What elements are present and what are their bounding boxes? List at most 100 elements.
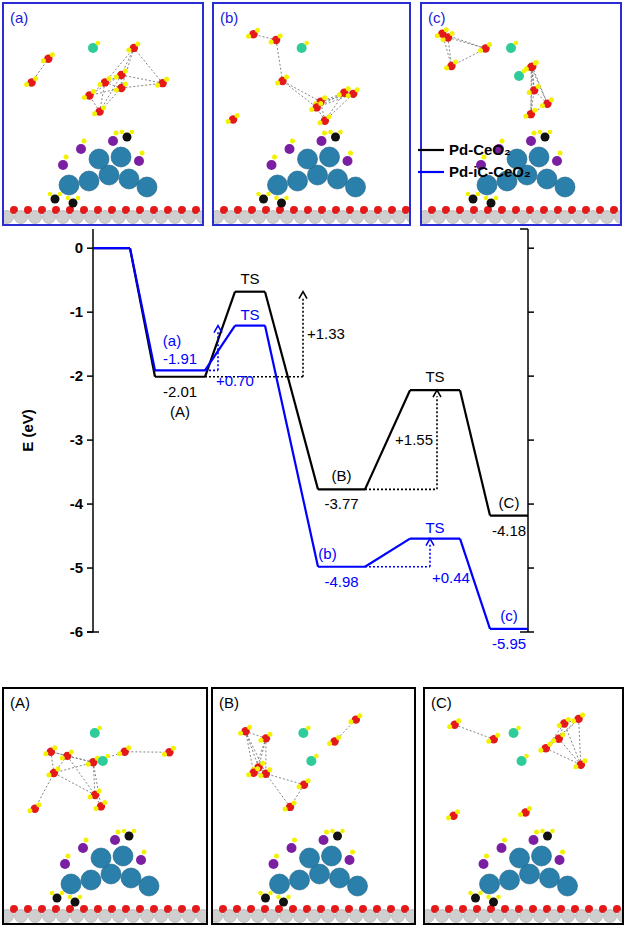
p-atom	[134, 156, 144, 166]
water-h	[571, 718, 576, 723]
water-h	[155, 83, 160, 88]
h-bond	[335, 720, 356, 742]
pd-atom	[139, 876, 159, 896]
plot-area	[93, 248, 528, 629]
water-h	[162, 752, 167, 757]
water-h	[447, 724, 452, 729]
water-h	[97, 82, 102, 87]
energy-level	[93, 247, 130, 249]
h-atom	[340, 829, 345, 834]
h-atom	[50, 891, 55, 896]
axis-end	[520, 631, 528, 633]
data-label: -4.18	[492, 522, 526, 539]
water-h	[86, 762, 91, 767]
panel-label: (b)	[220, 9, 238, 26]
water-h	[235, 113, 240, 118]
h-atom	[522, 69, 527, 74]
c-atom	[489, 898, 498, 907]
chart-labels: (A)-2.01TS+1.33(B)-3.77TS+1.55(C)-4.18(a…	[163, 270, 526, 652]
h-atom	[96, 41, 101, 46]
water-h	[327, 741, 332, 746]
h-atom	[524, 754, 529, 759]
water-h	[43, 751, 48, 756]
c-atom	[541, 133, 550, 142]
water-h	[50, 52, 55, 57]
water-h	[355, 87, 360, 92]
y-tick-label: -4	[70, 495, 84, 512]
c-atom	[51, 195, 60, 204]
h-bond	[266, 774, 290, 807]
state-label: (B)	[332, 467, 352, 484]
barrier-label: +1.33	[307, 325, 345, 342]
y-tick	[87, 439, 93, 441]
h-atom	[66, 854, 71, 859]
water-h	[456, 718, 461, 723]
pd-atom	[322, 846, 342, 866]
water-h	[337, 92, 342, 97]
h-atom	[284, 196, 289, 201]
legend-label: Pd-iC-CeO₂	[449, 163, 531, 180]
h-bond	[546, 748, 581, 765]
h-atom	[324, 830, 329, 835]
state-label: TS	[425, 368, 444, 385]
h-bond	[546, 723, 564, 748]
h-bond	[564, 723, 581, 764]
water-h	[164, 77, 169, 82]
h-bond	[35, 773, 54, 809]
water-h	[255, 766, 260, 771]
energy-level	[155, 369, 205, 371]
water-h	[123, 68, 128, 73]
water-h	[27, 808, 32, 813]
state-label: TS	[240, 306, 259, 323]
h-bond	[442, 34, 485, 49]
panel-label: (c)	[428, 9, 446, 26]
pd-atom	[555, 177, 575, 197]
h-atom	[494, 196, 499, 201]
water-h	[41, 58, 46, 63]
axis-end	[87, 631, 99, 633]
connector	[365, 539, 410, 567]
pd-atom	[330, 868, 350, 888]
pd-atom	[79, 171, 99, 191]
h-atom	[292, 838, 297, 843]
pd-atom	[558, 876, 578, 896]
water-h	[135, 41, 140, 46]
barrier-label: +0.44	[432, 569, 470, 586]
water-h	[450, 31, 455, 36]
h-atom	[476, 192, 481, 197]
h-bond	[134, 48, 163, 83]
h-bond	[100, 75, 122, 112]
water-h	[523, 114, 528, 119]
h-atom	[478, 891, 483, 896]
water-h	[91, 89, 96, 94]
water-h	[82, 95, 87, 100]
y-tick	[87, 631, 93, 633]
pd-atom	[348, 876, 368, 896]
y-tick	[87, 567, 93, 569]
y-tick-label: 0	[75, 239, 83, 256]
h-atom	[68, 895, 73, 900]
state-label: (a)	[163, 332, 181, 349]
h-atom	[348, 151, 353, 156]
p-atom	[529, 835, 539, 845]
p-atom	[343, 156, 353, 166]
h-bond	[93, 762, 95, 795]
energy-level	[155, 376, 205, 378]
h-atom	[64, 155, 69, 160]
h-atom	[78, 895, 83, 900]
panel-label: (B)	[219, 694, 239, 711]
pd-atom	[540, 868, 560, 888]
energy-level	[490, 628, 528, 630]
data-label: -3.77	[324, 495, 358, 512]
arrow-head	[433, 390, 441, 397]
connector	[265, 292, 318, 490]
h-atom	[328, 130, 333, 135]
water-h	[536, 84, 541, 89]
c-atom	[259, 195, 268, 204]
h-atom	[266, 192, 271, 197]
water-h	[117, 751, 122, 756]
structure-panel: (C)	[422, 688, 627, 924]
y-tick-right	[528, 247, 534, 249]
water-h	[495, 733, 500, 738]
h-bond	[325, 94, 353, 121]
